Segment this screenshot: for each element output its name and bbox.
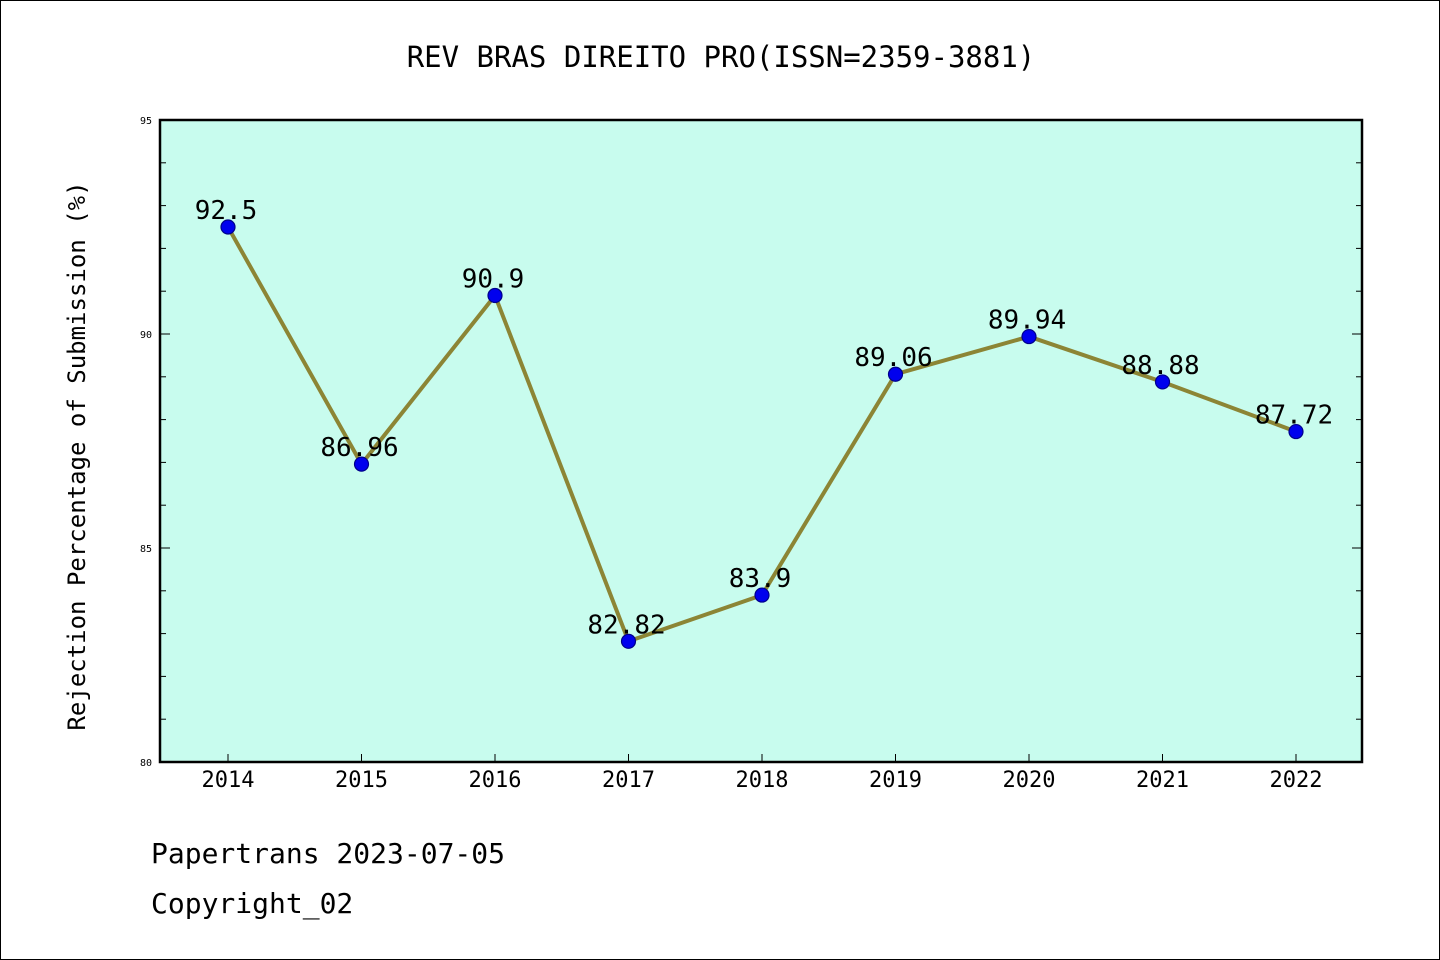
y-tick-label: 90 [140,330,152,341]
x-tick-label: 2016 [469,768,522,793]
data-label: 92.5 [195,196,258,226]
y-tick-label: 95 [140,116,152,127]
data-point-marker [887,366,904,382]
y-tick-label: 85 [140,544,152,555]
data-point-marker [220,219,236,235]
chart-title: REV BRAS DIREITO PRO(ISSN=2359-3881) [407,40,1036,74]
data-point-marker [1154,374,1171,390]
data-point-marker [1021,328,1037,345]
data-label: 88.88 [1121,351,1199,381]
x-tick-label: 2014 [202,768,255,793]
data-label: 87.72 [1255,401,1333,431]
y-tick-label: 80 [140,758,152,769]
data-point-marker [353,456,370,472]
data-label: 82.82 [587,610,665,640]
footer-copyright: Copyright_02 [151,887,354,920]
data-labels: 92.5 86.96 90.9 82.82 83.9 89.06 89.94 88.88 87.… [195,196,1333,640]
data-label: 83.9 [729,564,792,594]
data-point-marker [754,587,770,603]
x-tick-label: 2017 [602,768,655,793]
y-axis-label: Rejection Percentage of Submission (%) [63,181,91,730]
data-point-marker [1288,423,1304,440]
data-label: 89.06 [854,343,932,373]
data-label: 89.94 [988,306,1066,336]
x-tick-label: 2018 [736,768,789,793]
x-tick-label: 2020 [1003,768,1056,793]
y-axis: 80 85 90 95 [140,116,1362,769]
x-tick-label: 2021 [1136,768,1189,793]
x-axis: 2014 2015 2016 2017 2018 2019 2020 2021 2022 [202,754,1323,793]
plot-area [158,118,1364,764]
x-tick-label: 2015 [335,768,388,793]
data-point-marker [487,287,503,304]
footer-publisher-date: Papertrans 2023-07-05 [151,837,506,870]
x-tick-label: 2022 [1270,768,1323,793]
x-tick-label: 2019 [869,768,922,793]
data-series [220,219,1304,649]
data-point-marker [620,633,637,649]
data-label: 90.9 [462,264,525,294]
data-label: 86.96 [320,433,398,463]
